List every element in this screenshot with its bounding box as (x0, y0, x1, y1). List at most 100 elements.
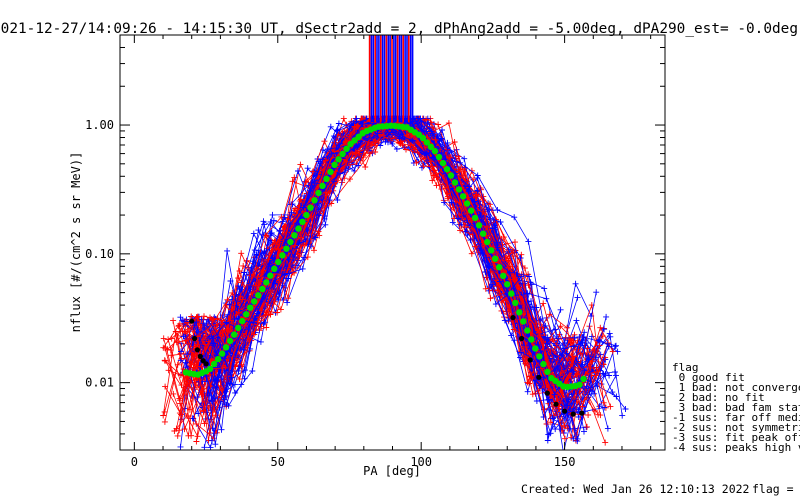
measurement-point (393, 146, 400, 152)
measurement-point (250, 230, 257, 237)
measurement-point (359, 121, 366, 127)
measurement-point (242, 323, 248, 329)
measurement-point (168, 352, 175, 359)
measurement-point (312, 180, 318, 187)
measurement-point (511, 214, 518, 221)
measurement-point (231, 316, 238, 322)
measurement-point (423, 116, 430, 123)
measurement-point (551, 391, 558, 398)
fit-curve-point (488, 247, 495, 254)
measurement-point (236, 309, 242, 316)
measurement-point (297, 196, 304, 203)
measurement-point (271, 280, 277, 287)
measurement-point (173, 425, 180, 432)
measurement-point (269, 211, 276, 218)
measurement-point (342, 138, 349, 145)
flag-value: flag = 0 (752, 482, 800, 496)
measurement-point (604, 425, 611, 432)
fit-curve-point (580, 375, 587, 383)
legend-entry: -1 sus: far off medi (672, 411, 800, 424)
fit-curve-point (536, 353, 543, 360)
measurement-point (505, 264, 512, 271)
measurement-point (287, 221, 294, 228)
measurement-point (229, 296, 235, 303)
measurement-point (257, 338, 264, 345)
measurement-point (353, 124, 360, 131)
fit-curve-point (512, 299, 519, 307)
measurement-point (517, 255, 524, 261)
measurement-point (194, 394, 201, 401)
measurement-point (284, 299, 291, 306)
fit-curve-point (351, 137, 358, 144)
measurement-point (409, 137, 416, 144)
measurement-point (285, 270, 292, 277)
measurement-point (208, 416, 215, 423)
measurement-point (374, 130, 381, 137)
measurement-point (492, 301, 499, 308)
measurement-point (449, 219, 456, 226)
measurement-point (600, 361, 607, 368)
measurement-point (489, 225, 496, 232)
measurement-point (255, 227, 262, 234)
measurement-point (597, 324, 604, 331)
measurement-point (581, 367, 588, 374)
measurement-point (595, 411, 602, 418)
measurement-point (201, 444, 208, 450)
measurement-point (564, 400, 571, 407)
measurement-point (465, 183, 472, 190)
measurement-point (265, 263, 272, 270)
measurement-point (331, 178, 337, 185)
measurement-point (218, 426, 225, 433)
measurement-point (604, 340, 611, 347)
measurement-point (576, 334, 583, 340)
measurement-point (283, 229, 290, 236)
measurement-point (167, 347, 174, 354)
fit-curve-point (339, 150, 346, 158)
measurement-point (336, 170, 343, 177)
fit-curve-point (496, 264, 503, 271)
measurement-point (457, 159, 464, 166)
measurement-point (430, 125, 437, 132)
fit-curve-point (431, 147, 439, 155)
measurement-point (575, 346, 582, 353)
measurement-point (611, 369, 618, 375)
y-tick-label: 0.10 (85, 247, 114, 261)
measurement-point (165, 367, 172, 374)
measurement-point (571, 343, 578, 350)
measurement-point (573, 317, 580, 324)
measurement-point (344, 129, 351, 136)
fit-curve-point (471, 214, 479, 222)
fit-curve-point (279, 252, 286, 259)
measurement-point (518, 273, 525, 280)
measurement-point (235, 367, 242, 374)
measurement-point (298, 249, 305, 256)
measurement-point (315, 228, 322, 235)
measurement-point (250, 319, 257, 326)
measurement-point (300, 204, 307, 211)
measurement-point (609, 389, 616, 396)
measurement-point (555, 356, 562, 363)
measurement-point (274, 309, 281, 316)
measurement-point (537, 336, 544, 343)
measurement-point (461, 155, 468, 162)
fit-curve-point (275, 258, 282, 266)
measurement-point (235, 275, 242, 282)
fit-dot (189, 318, 195, 324)
measurement-point (561, 345, 568, 352)
measurement-point (505, 257, 512, 264)
measurement-point (544, 437, 551, 444)
fit-curve-point (576, 381, 583, 388)
fit-dot (203, 361, 209, 367)
measurement-point (204, 333, 211, 340)
measurement-point (593, 289, 600, 296)
fit-curve-point (435, 153, 443, 161)
created-timestamp: Created: Wed Jan 26 12:10:13 2022 (521, 482, 749, 496)
measurement-point (550, 412, 557, 419)
measurement-point (177, 357, 184, 364)
measurement-point (555, 405, 562, 412)
measurement-point (567, 335, 574, 342)
measurement-point (522, 344, 529, 350)
measurement-point (533, 320, 540, 327)
measurement-point (533, 377, 540, 384)
measurement-point (254, 319, 261, 326)
